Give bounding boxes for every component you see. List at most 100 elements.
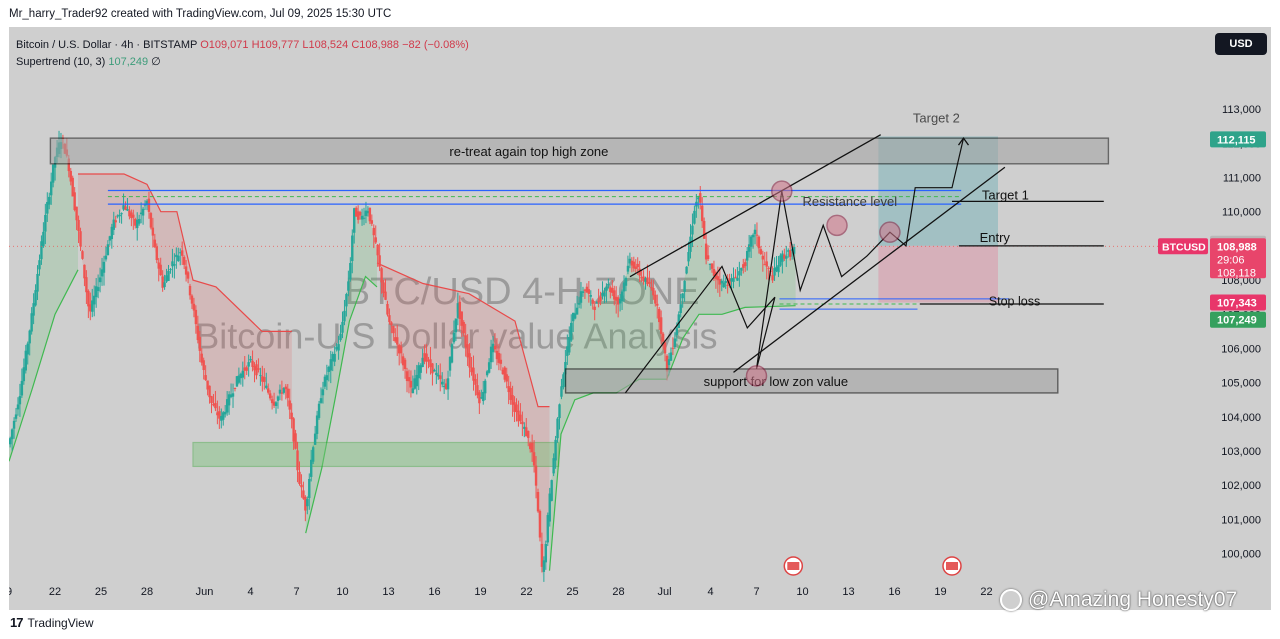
candle-body (364, 210, 368, 217)
channel-upper-line (629, 134, 882, 278)
candle-body (188, 285, 192, 296)
candle-body (407, 377, 411, 382)
candle-body (628, 258, 632, 264)
candle-body (14, 414, 18, 419)
candle-body (179, 252, 182, 254)
time-tick-label: Jun (196, 586, 214, 598)
time-tick-label: 10 (796, 586, 808, 598)
candle-body (442, 386, 446, 388)
candle-body (337, 344, 340, 351)
candle-body (773, 268, 776, 276)
candle-body (220, 415, 223, 421)
candle-body (431, 363, 434, 374)
candle-body (100, 269, 104, 277)
candle-body (386, 304, 389, 315)
candle-body (42, 231, 45, 247)
candle-body (720, 280, 723, 284)
credit-watermark-text: @Amazing Honesty07 (1028, 588, 1238, 611)
candle-body (79, 231, 82, 247)
time-tick-label: 13 (842, 586, 854, 598)
us-flag-stripes (946, 562, 958, 570)
tradingview-logo-icon[interactable]: 17 (10, 615, 24, 630)
candle-body (360, 215, 364, 220)
change-value: −82 (−0.08%) (402, 39, 469, 51)
candle-body (235, 376, 239, 387)
candle-body (399, 346, 403, 354)
candle-body (180, 250, 184, 256)
candle-body (474, 378, 477, 385)
candle-body (317, 403, 321, 418)
candle-body (738, 271, 741, 276)
price-tick-label: 111,000 (1223, 172, 1261, 184)
candle-body (130, 212, 133, 219)
candle-body (329, 359, 332, 371)
candle-body (280, 392, 284, 394)
candle-body (358, 211, 362, 216)
time-tick-label: 25 (95, 586, 107, 598)
candle-body (783, 254, 786, 259)
candle-body (599, 297, 602, 302)
candle-body (268, 393, 272, 399)
candle-body (464, 335, 467, 348)
candle-body (685, 266, 688, 274)
candle-body (194, 309, 198, 325)
candle-body (85, 277, 88, 293)
candle-body (704, 243, 708, 260)
candle-body (669, 352, 673, 361)
candle-body (564, 361, 567, 375)
current-price-tag-bg (1210, 238, 1266, 279)
candle-body (726, 284, 729, 286)
candle-body (722, 282, 725, 288)
stop-loss-label: Stop loss (989, 295, 1040, 309)
candle-body (310, 459, 313, 477)
candle-body (536, 492, 540, 512)
candle-body (124, 206, 127, 210)
social-logo-icon (1000, 589, 1022, 611)
candle-body (304, 496, 307, 511)
candle-body (712, 269, 716, 276)
indicator-hidden-icon[interactable]: ∅ (151, 56, 161, 68)
candle-body (491, 343, 495, 353)
footer-brand[interactable]: TradingView (27, 615, 94, 630)
candle-body (175, 254, 178, 257)
credit-watermark: @Amazing Honesty07 (1000, 588, 1237, 612)
candle-body (755, 234, 759, 236)
candle-body (22, 367, 26, 382)
candle-body (706, 255, 710, 260)
chart-frame[interactable]: BTC/USD 4-H ZONE Bitcoin-U S Dollar value… (9, 27, 1271, 610)
price-tick-label: 103,000 (1221, 446, 1261, 458)
price-tick-label: 110,000 (1222, 207, 1261, 219)
currency-button[interactable]: USD (1215, 33, 1267, 55)
candle-body (787, 250, 790, 252)
candle-body (114, 220, 117, 223)
candle-body (251, 360, 254, 367)
candle-body (218, 411, 221, 419)
candle-body (243, 367, 246, 371)
pivot-circle (745, 365, 768, 387)
symbol-name[interactable]: Bitcoin / U.S. Dollar · 4h · BITSTAMP (16, 39, 198, 51)
candle-body (202, 360, 205, 371)
candle-body (460, 311, 463, 326)
candle-body (67, 158, 70, 172)
candle-body (562, 374, 565, 388)
candle-body (532, 452, 536, 466)
candle-body (292, 418, 295, 442)
top-high-zone-box (49, 137, 1110, 165)
candle-body (118, 214, 121, 217)
candle-body (208, 385, 211, 398)
candle-body (372, 227, 375, 236)
candle-body (558, 404, 561, 419)
price-tick-label: 101,000 (1221, 514, 1261, 526)
candle-body (128, 210, 131, 217)
candle-body (757, 236, 761, 249)
candle-body (476, 385, 479, 396)
candle-body (675, 328, 679, 335)
us-flag-stripes (787, 562, 800, 570)
candle-body (591, 299, 594, 304)
candle-body (517, 410, 520, 422)
indicator-name[interactable]: Supertrend (10, 3) (16, 56, 106, 68)
candle-body (366, 210, 370, 214)
price-tag-supertrend-bg (1210, 311, 1266, 328)
time-tick-label: 22 (520, 586, 532, 598)
